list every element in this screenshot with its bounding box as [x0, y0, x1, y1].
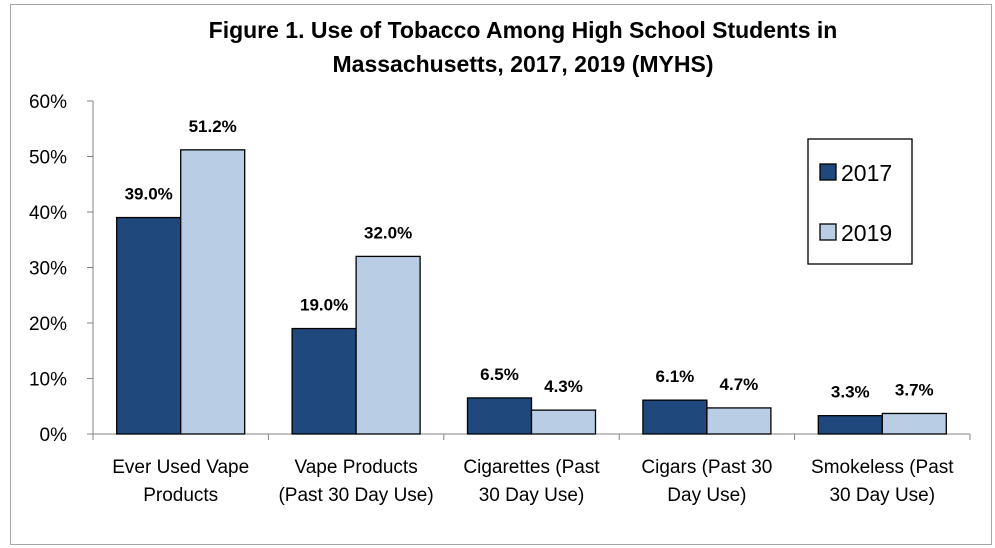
- category-label: 30 Day Use): [829, 485, 935, 506]
- bar-2019-0: [180, 149, 246, 435]
- category-label: 30 Day Use): [479, 485, 585, 506]
- category-label: Products: [143, 485, 218, 506]
- legend: 2017 2019: [807, 138, 913, 265]
- bar-2017-1: [291, 327, 357, 435]
- category-label: Ever Used Vape: [112, 457, 249, 478]
- y-tick-label: 40%: [29, 203, 67, 224]
- data-label-2019-1: 32.0%: [364, 223, 412, 242]
- data-label-2019-4: 3.7%: [895, 380, 934, 399]
- y-tick-label: 10%: [29, 370, 67, 391]
- data-label-2017-3: 6.1%: [656, 367, 695, 386]
- legend-swatch-2019: [819, 223, 837, 241]
- chart-title: Figure 1. Use of Tobacco Among High Scho…: [209, 17, 838, 77]
- y-tick-label: 20%: [29, 314, 67, 335]
- category-label: Day Use): [667, 485, 746, 506]
- y-tick-label: 50%: [29, 148, 67, 169]
- category-label: (Past 30 Day Use): [278, 485, 433, 506]
- bar-2019-2: [530, 409, 597, 435]
- y-tick-label: 60%: [29, 92, 67, 113]
- data-label-2019-0: 51.2%: [189, 117, 237, 136]
- bar-2019-3: [706, 407, 772, 435]
- bar-2017-2: [466, 397, 533, 435]
- data-label-2019-2: 4.3%: [544, 377, 583, 396]
- data-label-2017-1: 19.0%: [300, 296, 348, 315]
- bars: [116, 149, 947, 435]
- chart-title-line-2: Massachusetts, 2017, 2019 (MYHS): [333, 51, 714, 77]
- category-label: Vape Products: [294, 457, 417, 478]
- legend-box: [807, 138, 913, 265]
- category-label: Smokeless (Past: [811, 457, 954, 478]
- category-label: Cigarettes (Past: [463, 457, 600, 478]
- bar-2017-3: [642, 399, 708, 435]
- category-label: Cigars (Past 30: [641, 457, 772, 478]
- legend-label-2017: 2017: [841, 160, 892, 186]
- legend-swatch-2017: [819, 163, 837, 181]
- bar-2017-4: [817, 415, 883, 435]
- data-label-2017-2: 6.5%: [480, 365, 519, 384]
- bar-2019-4: [881, 412, 947, 435]
- data-label-2019-3: 4.7%: [720, 375, 759, 394]
- y-tick-label: 0%: [40, 425, 68, 446]
- legend-label-2019: 2019: [841, 220, 892, 246]
- x-axis-labels: Ever Used Vape Products Vape Products (Past…: [112, 457, 954, 506]
- bar-2019-1: [355, 255, 421, 435]
- data-labels: 39.0% 51.2% 19.0% 32.0% 6.5% 4.3% 6.1% 4.7% 3.3%…: [125, 117, 934, 402]
- y-tick-label: 30%: [29, 259, 67, 280]
- data-label-2017-0: 39.0%: [125, 185, 173, 204]
- bar-2017-0: [116, 216, 182, 435]
- data-label-2017-4: 3.3%: [831, 383, 870, 402]
- chart-title-line-1: Figure 1. Use of Tobacco Among High Scho…: [209, 17, 838, 43]
